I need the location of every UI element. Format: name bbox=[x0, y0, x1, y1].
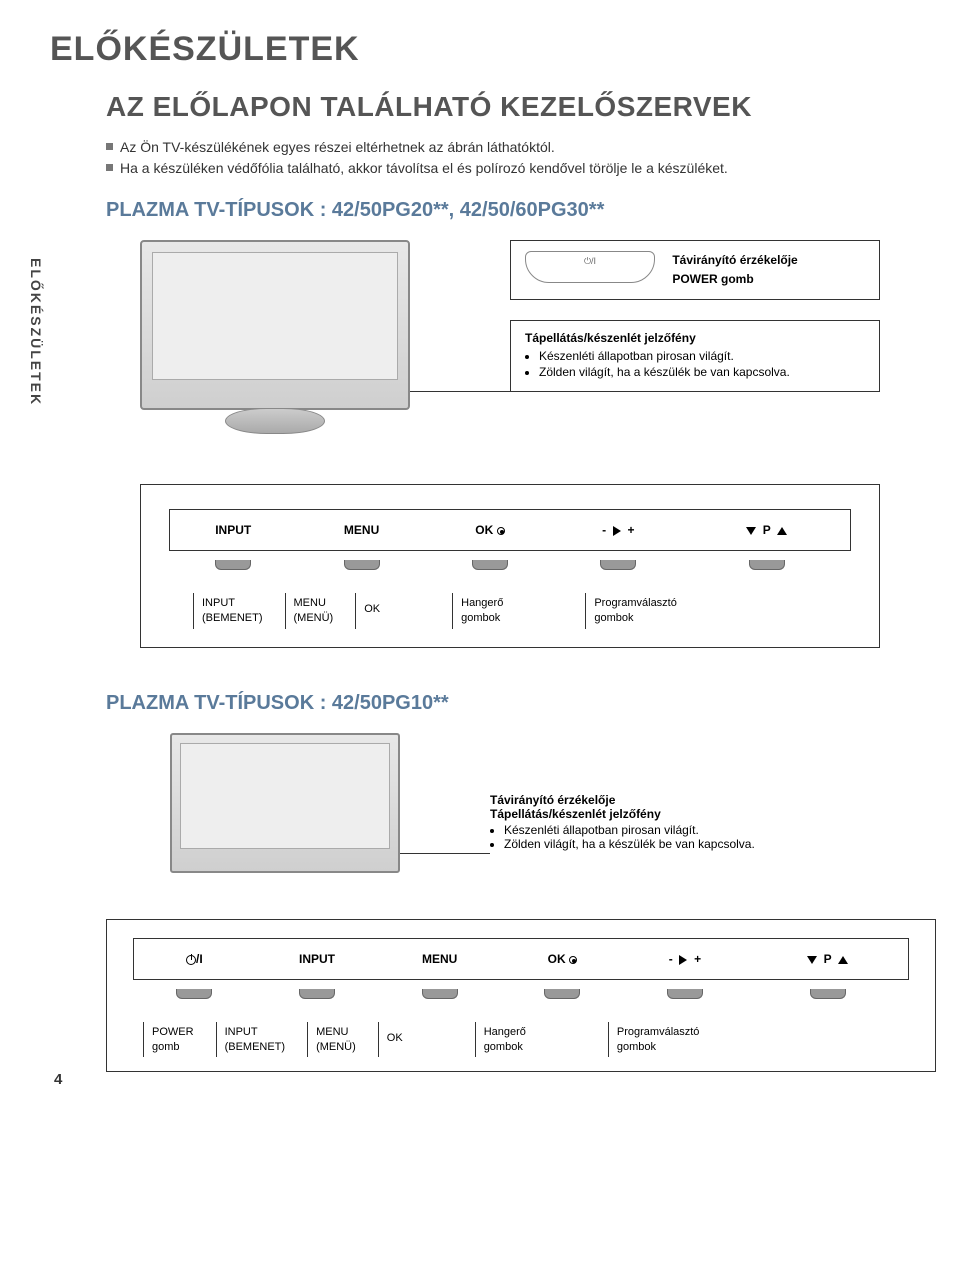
label-ok-2: OK bbox=[378, 1022, 411, 1058]
tv2-screen bbox=[180, 743, 390, 849]
ok-button: OK bbox=[455, 523, 525, 537]
led-bullet-2: Zölden világít, ha a készülék be van kap… bbox=[539, 365, 865, 379]
label-program-2: Programválasztó gombok bbox=[608, 1022, 708, 1058]
down-triangle-icon bbox=[807, 956, 817, 964]
intro-bullet-1: Az Ön TV-készülékének egyes részei eltér… bbox=[120, 137, 555, 158]
power-button: /I bbox=[159, 952, 229, 966]
label-program: Programválasztó gombok bbox=[585, 593, 685, 629]
tv2-frame bbox=[170, 733, 400, 873]
button-panel-1: INPUT MENU OK - + P INPUT (BEMENET) MENU… bbox=[140, 484, 880, 648]
volume-icon bbox=[613, 526, 621, 536]
led-title: Tápellátás/készenlét jelzőfény bbox=[525, 331, 865, 345]
program-buttons: P bbox=[712, 523, 822, 537]
tv-diagram-1: ⏻/I Távirányító érzékelője POWER gomb Tá… bbox=[140, 240, 910, 470]
program-buttons-2: P bbox=[773, 952, 883, 966]
led-bullet-1: Készenléti állapotban pirosan világít. bbox=[539, 349, 865, 363]
button-bar: INPUT MENU OK - + P bbox=[169, 509, 851, 551]
volume-icon bbox=[679, 955, 687, 965]
label-power: POWER gomb bbox=[143, 1022, 202, 1058]
tv-screen bbox=[152, 252, 398, 380]
sensor-callout-box: ⏻/I Távirányító érzékelője POWER gomb bbox=[510, 240, 880, 300]
sensor-closeup-icon: ⏻/I bbox=[525, 251, 655, 283]
tv-frame bbox=[140, 240, 410, 410]
up-triangle-icon bbox=[777, 527, 787, 535]
tv-base bbox=[225, 408, 325, 434]
ok-dot-icon bbox=[497, 527, 505, 535]
input-button-2: INPUT bbox=[282, 952, 352, 966]
power-icon bbox=[186, 955, 196, 965]
ok-button-2: OK bbox=[527, 952, 597, 966]
ok-dot-icon bbox=[569, 956, 577, 964]
leader-line bbox=[410, 391, 510, 392]
power-button-label: POWER gomb bbox=[672, 270, 797, 289]
intro-bullets: Az Ön TV-készülékének egyes részei eltér… bbox=[106, 137, 910, 179]
subtitle: AZ ELŐLAPON TALÁLHATÓ KEZELŐSZERVEK bbox=[106, 91, 910, 123]
intro-bullet-2: Ha a készüléken védőfólia található, akk… bbox=[120, 158, 728, 179]
tv-diagram-2: Távirányító érzékelője Tápellátás/készen… bbox=[170, 733, 910, 913]
down-triangle-icon bbox=[746, 527, 756, 535]
label-input: INPUT (BEMENET) bbox=[193, 593, 271, 629]
input-button: INPUT bbox=[198, 523, 268, 537]
page: ELŐKÉSZÜLETEK AZ ELŐLAPON TALÁLHATÓ KEZE… bbox=[0, 0, 960, 1092]
remote-sensor-label: Távirányító érzékelője bbox=[672, 251, 797, 270]
button-labels-row: INPUT (BEMENET) MENU (MENÜ) OK Hangerő g… bbox=[169, 593, 851, 629]
volume-buttons-2: - + bbox=[650, 952, 720, 966]
button-bar-2: /I INPUT MENU OK - + P bbox=[133, 938, 909, 980]
label-volume-2: Hangerő gombok bbox=[475, 1022, 534, 1058]
side-label: ELŐKÉSZÜLETEK bbox=[28, 258, 44, 406]
menu-button-2: MENU bbox=[405, 952, 475, 966]
led-title-2: Tápellátás/készenlét jelzőfény bbox=[490, 807, 850, 821]
section1-title: PLAZMA TV-TÍPUSOK : 42/50PG20**, 42/50/6… bbox=[106, 199, 910, 222]
section2-callouts: Távirányító érzékelője Tápellátás/készen… bbox=[490, 793, 850, 851]
led-info-box: Tápellátás/készenlét jelzőfény Készenlét… bbox=[510, 320, 880, 392]
label-input-2: INPUT (BEMENET) bbox=[216, 1022, 294, 1058]
bullet-icon bbox=[106, 164, 113, 171]
bullet-icon bbox=[106, 143, 113, 150]
button-labels-row-2: POWER gomb INPUT (BEMENET) MENU (MENÜ) O… bbox=[133, 1022, 909, 1058]
led-bullet-2b: Zölden világít, ha a készülék be van kap… bbox=[504, 837, 850, 851]
volume-buttons: - + bbox=[583, 523, 653, 537]
power-symbol: ⏻/I bbox=[584, 256, 596, 266]
section2-title: PLAZMA TV-TÍPUSOK : 42/50PG10** bbox=[106, 692, 910, 715]
leader-line bbox=[400, 853, 490, 854]
remote-sensor-label-2: Távirányító érzékelője bbox=[490, 793, 850, 807]
label-ok: OK bbox=[355, 593, 388, 629]
button-panel-2: /I INPUT MENU OK - + P POWER gomb INPUT … bbox=[106, 919, 936, 1073]
menu-button: MENU bbox=[327, 523, 397, 537]
page-number: 4 bbox=[54, 1071, 62, 1088]
label-menu: MENU (MENÜ) bbox=[285, 593, 342, 629]
led-bullet-1b: Készenléti állapotban pirosan világít. bbox=[504, 823, 850, 837]
label-volume: Hangerő gombok bbox=[452, 593, 511, 629]
main-title: ELŐKÉSZÜLETEK bbox=[50, 30, 910, 69]
up-triangle-icon bbox=[838, 956, 848, 964]
label-menu-2: MENU (MENÜ) bbox=[307, 1022, 364, 1058]
